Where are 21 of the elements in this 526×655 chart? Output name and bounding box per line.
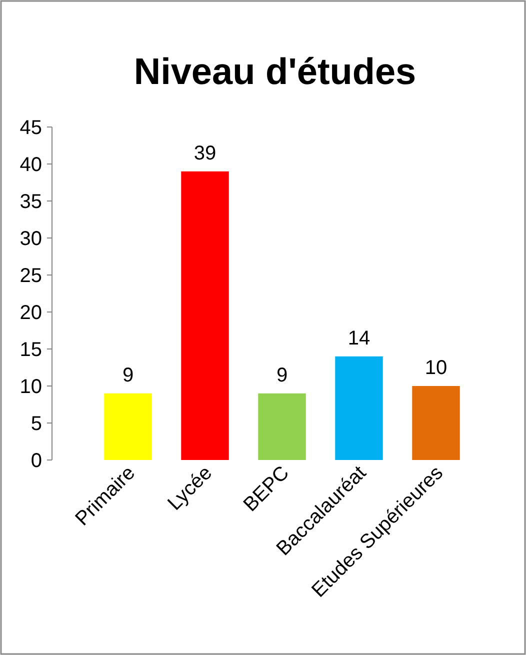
y-tick-label: 35 (20, 191, 42, 213)
y-tick-label: 25 (20, 265, 42, 287)
data-label: 9 (276, 364, 288, 386)
data-label: 39 (194, 142, 216, 164)
chart-title: Niveau d'études (134, 51, 416, 92)
y-tick-label: 10 (20, 376, 42, 398)
data-label: 9 (122, 364, 134, 386)
bar (335, 356, 383, 460)
y-tick-label: 40 (20, 154, 42, 176)
bar (104, 393, 152, 460)
data-label: 14 (348, 327, 370, 350)
y-tick-label: 30 (20, 228, 42, 250)
y-tick-label: 45 (20, 117, 42, 139)
data-label: 10 (424, 357, 448, 379)
y-tick-label: 20 (20, 302, 42, 324)
bar (181, 171, 229, 460)
y-tick-label: 5 (30, 413, 42, 435)
y-tick-label: 0 (30, 450, 42, 472)
y-tick-label: 15 (20, 339, 42, 361)
bar (258, 393, 306, 460)
bar (412, 386, 460, 460)
